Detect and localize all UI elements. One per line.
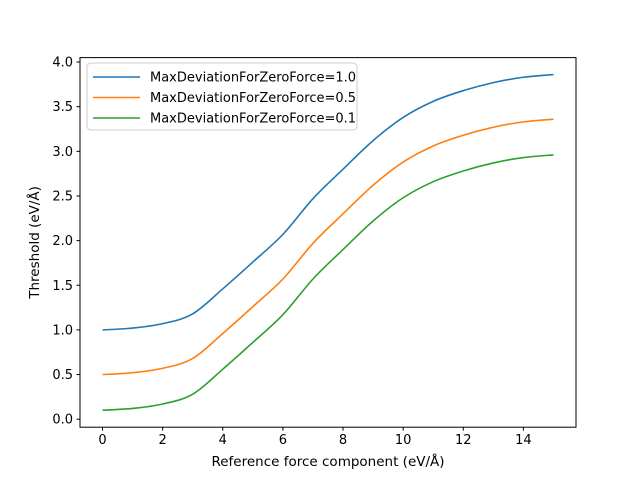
legend-label-1: MaxDeviationForZeroForce=0.5 bbox=[150, 91, 356, 106]
y-tick-label: 3.5 bbox=[52, 100, 73, 115]
y-tick-label: 0.5 bbox=[52, 368, 73, 383]
series-line-1 bbox=[102, 118, 554, 376]
x-tick-label: 8 bbox=[339, 433, 347, 448]
x-tick-label: 10 bbox=[395, 433, 412, 448]
y-tick-label: 3.0 bbox=[52, 145, 73, 160]
curves-layer bbox=[102, 73, 554, 412]
x-tick-label: 2 bbox=[159, 433, 167, 448]
x-tick-label: 14 bbox=[515, 433, 532, 448]
y-tick-label: 2.0 bbox=[52, 234, 73, 249]
legend-box bbox=[86, 62, 358, 131]
series-line-2 bbox=[102, 154, 554, 412]
x-axis-label: Reference force component (eV/Å) bbox=[211, 453, 444, 470]
y-tick-label: 1.5 bbox=[52, 279, 73, 294]
x-tick-label: 4 bbox=[219, 433, 227, 448]
legend-label-2: MaxDeviationForZeroForce=0.1 bbox=[150, 112, 356, 127]
y-tick-label: 0.0 bbox=[52, 413, 73, 428]
legend-label-0: MaxDeviationForZeroForce=1.0 bbox=[150, 71, 356, 86]
y-tick-label: 2.5 bbox=[52, 189, 73, 204]
series-line-0 bbox=[102, 73, 554, 331]
legend-layer: MaxDeviationForZeroForce=1.0 MaxDeviation… bbox=[86, 62, 358, 131]
y-tick-label: 4.0 bbox=[52, 56, 73, 71]
x-tick-label: 6 bbox=[279, 433, 287, 448]
x-tick-label: 12 bbox=[455, 433, 472, 448]
plot-area-frame bbox=[79, 57, 577, 428]
y-tick-label: 1.0 bbox=[52, 323, 73, 338]
y-axis-label: Threshold (eV/Å) bbox=[26, 186, 43, 300]
x-tick-label: 0 bbox=[98, 433, 106, 448]
axes-layer: 0 2 4 6 8 10 12 14 0.0 0.5 1.0 1.5 2.0 2.5 3.0 3.5 4.0 bbox=[52, 56, 577, 448]
